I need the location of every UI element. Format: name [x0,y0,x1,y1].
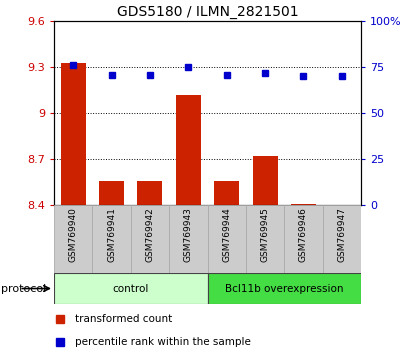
Text: GSM769945: GSM769945 [261,207,270,262]
Text: percentile rank within the sample: percentile rank within the sample [76,337,251,348]
Text: Bcl11b overexpression: Bcl11b overexpression [225,284,344,293]
Text: GSM769942: GSM769942 [145,207,154,262]
Title: GDS5180 / ILMN_2821501: GDS5180 / ILMN_2821501 [117,5,298,19]
Bar [176,95,201,205]
Text: GSM769943: GSM769943 [184,207,193,262]
Bar [208,205,246,273]
Text: transformed count: transformed count [76,314,173,325]
Bar [137,181,162,205]
Bar [284,205,323,273]
Bar [93,205,131,273]
Bar [131,205,169,273]
Text: control: control [112,284,149,293]
Text: GSM769947: GSM769947 [337,207,347,262]
Bar [54,273,208,304]
Bar [99,181,124,205]
Text: protocol: protocol [1,284,46,293]
Bar [54,205,92,273]
Bar [246,205,284,273]
Bar [253,156,278,205]
Bar [169,205,208,273]
Text: GSM769944: GSM769944 [222,207,231,262]
Bar [61,63,85,205]
Text: GSM769941: GSM769941 [107,207,116,262]
Bar [208,273,361,304]
Text: GSM769940: GSM769940 [68,207,78,262]
Bar [214,181,239,205]
Text: GSM769946: GSM769946 [299,207,308,262]
Bar [323,205,361,273]
Bar [291,204,316,205]
